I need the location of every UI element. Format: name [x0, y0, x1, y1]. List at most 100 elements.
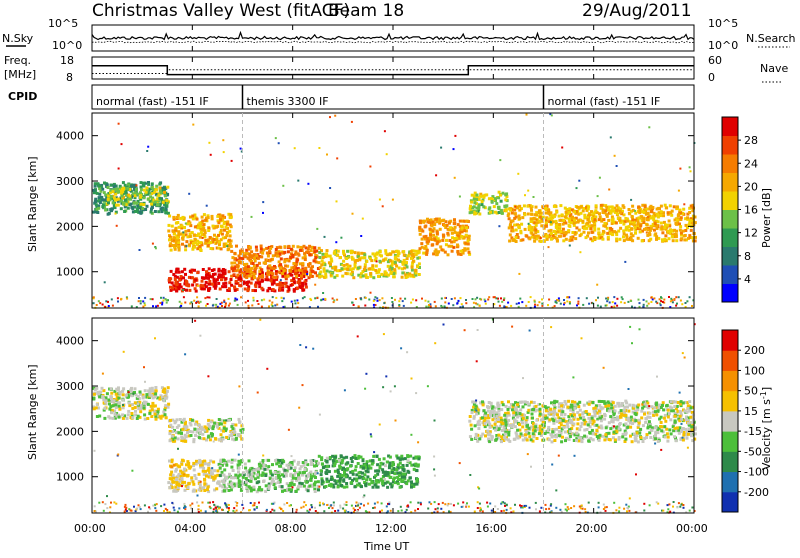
ground-scatter-cell [102, 304, 104, 306]
ground-scatter-cell [245, 301, 247, 303]
data-cell [337, 250, 340, 253]
data-cell [650, 205, 653, 208]
data-cell [194, 279, 197, 282]
data-cell [605, 206, 608, 209]
data-cell [389, 476, 392, 479]
ground-scatter-cell [120, 298, 122, 300]
noise-cell [382, 205, 384, 207]
data-cell [413, 468, 416, 471]
data-cell [261, 279, 264, 282]
data-cell [147, 183, 150, 186]
data-cell [220, 433, 223, 436]
data-cell [218, 418, 221, 421]
ground-scatter-cell [454, 297, 456, 299]
ground-scatter-cell [681, 303, 683, 305]
data-cell [539, 220, 542, 223]
data-cell [314, 476, 317, 479]
data-cell [385, 272, 388, 275]
data-cell [362, 466, 365, 469]
data-cell [530, 217, 533, 220]
data-cell [340, 267, 343, 270]
data-cell [202, 470, 205, 473]
ground-scatter-cell [93, 302, 95, 304]
data-cell [244, 288, 247, 291]
data-cell [606, 232, 609, 235]
data-cell [298, 471, 301, 474]
data-cell [623, 232, 626, 235]
data-cell [473, 201, 476, 204]
data-cell [609, 227, 612, 230]
data-cell [230, 262, 233, 265]
data-cell [175, 268, 178, 271]
data-cell [623, 409, 626, 412]
data-cell [326, 249, 329, 252]
data-cell [227, 460, 230, 463]
data-cell [134, 387, 137, 390]
data-cell [230, 225, 233, 228]
data-cell [294, 250, 297, 253]
noise-cell [578, 180, 580, 182]
data-cell [159, 186, 162, 189]
data-cell [262, 463, 265, 466]
data-cell [638, 211, 641, 214]
data-cell [590, 227, 593, 230]
ground-scatter-cell [510, 305, 512, 307]
data-cell [384, 249, 387, 252]
cpid-segment-label: themis 3300 IF [247, 95, 329, 108]
data-cell [416, 469, 419, 472]
data-cell [167, 386, 170, 389]
data-cell [143, 401, 146, 404]
noise-left-tick-low: 10^0 [52, 39, 82, 52]
noise-cell [275, 137, 277, 139]
data-cell [429, 237, 432, 240]
data-cell [664, 204, 667, 207]
data-cell [169, 439, 172, 442]
data-cell [324, 485, 327, 488]
data-cell [267, 255, 270, 258]
ground-scatter-cell [336, 299, 338, 301]
data-cell [375, 479, 378, 482]
data-cell [526, 416, 529, 419]
data-cell [268, 250, 271, 253]
data-cell [637, 440, 640, 443]
data-cell [362, 459, 365, 462]
data-cell [180, 432, 183, 435]
data-cell [263, 261, 266, 264]
data-cell [122, 203, 125, 206]
data-cell [567, 229, 570, 232]
noise-cell [314, 284, 316, 286]
data-cell [545, 221, 548, 224]
data-cell [372, 276, 375, 279]
data-cell [558, 235, 561, 238]
data-cell [318, 251, 321, 254]
data-cell [656, 208, 659, 211]
ground-scatter-cell [391, 297, 393, 299]
noise-cell [336, 157, 338, 159]
data-cell [369, 467, 372, 470]
noise-cell [514, 206, 516, 208]
data-cell [381, 482, 384, 485]
data-cell [142, 203, 145, 206]
data-cell [234, 474, 237, 477]
data-cell [642, 221, 645, 224]
data-cell [320, 264, 323, 267]
data-cell [654, 222, 657, 225]
data-cell [235, 280, 238, 283]
ground-scatter-cell [616, 298, 618, 300]
ground-scatter-cell [398, 304, 400, 306]
data-cell [427, 240, 430, 243]
data-cell [392, 251, 395, 254]
data-cell [561, 410, 564, 413]
data-cell [680, 216, 683, 219]
data-cell [109, 405, 112, 408]
ground-scatter-cell [333, 301, 335, 303]
data-cell [190, 476, 193, 479]
ground-scatter-cell [271, 302, 273, 304]
data-cell [380, 478, 383, 481]
data-cell [282, 269, 285, 272]
noise-cell [352, 213, 354, 215]
data-cell [184, 230, 187, 233]
ground-scatter-cell [600, 306, 602, 308]
data-cell [218, 268, 221, 271]
data-cell [219, 215, 222, 218]
